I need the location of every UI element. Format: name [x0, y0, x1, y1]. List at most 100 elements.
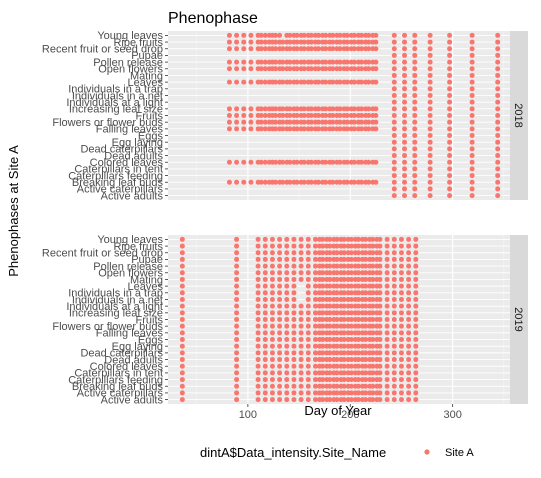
data-point	[348, 243, 354, 249]
y-tick-label: Breaking leaf buds	[72, 177, 164, 189]
data-point	[179, 397, 185, 403]
data-point	[287, 32, 293, 38]
data-point	[413, 357, 419, 363]
data-point	[248, 126, 254, 132]
data-point	[330, 126, 336, 132]
data-point	[234, 59, 240, 65]
y-tick-label: Pollen release	[93, 57, 163, 69]
data-point	[291, 370, 297, 376]
data-point	[305, 296, 311, 302]
data-point	[391, 52, 397, 58]
data-point	[351, 66, 357, 72]
legend-label-site-a: Site A	[445, 447, 474, 459]
data-point	[377, 397, 383, 403]
data-point	[305, 337, 311, 343]
data-point	[402, 153, 408, 159]
data-point	[269, 310, 275, 316]
data-point	[320, 270, 326, 276]
y-tick-label: Ripe fruits	[113, 37, 163, 49]
data-point	[234, 113, 240, 118]
data-point	[305, 250, 311, 256]
data-point	[406, 256, 412, 262]
data-point	[301, 39, 307, 45]
data-point	[384, 363, 390, 369]
data-point	[377, 310, 383, 316]
data-point	[341, 256, 347, 262]
data-point	[255, 323, 261, 329]
data-point	[391, 66, 397, 72]
data-point	[344, 119, 350, 125]
data-point	[355, 290, 361, 296]
data-point	[334, 330, 340, 336]
data-point	[377, 363, 383, 369]
data-point	[334, 263, 340, 269]
y-tick-label: Individuals in a net	[72, 294, 163, 306]
data-point	[334, 397, 340, 403]
data-point	[469, 133, 475, 139]
data-point	[469, 159, 475, 165]
y-tick-label: Caterpillars in tent	[74, 164, 163, 176]
data-point	[363, 283, 369, 289]
data-point	[469, 66, 475, 72]
data-point	[305, 343, 311, 349]
y-tick-label: Falling leaves	[96, 124, 164, 136]
data-point	[427, 146, 433, 152]
data-point	[284, 383, 290, 389]
data-point	[384, 390, 390, 396]
data-point	[269, 250, 275, 256]
data-point	[258, 79, 264, 85]
data-point	[234, 303, 240, 309]
data-point	[413, 256, 419, 262]
data-point	[234, 317, 240, 322]
data-point	[384, 397, 390, 403]
data-point	[284, 290, 290, 296]
data-point	[277, 343, 283, 349]
data-point	[469, 86, 475, 92]
data-point	[241, 159, 247, 165]
data-point	[391, 119, 397, 125]
data-point	[495, 159, 501, 165]
data-point	[308, 106, 314, 112]
data-point	[234, 243, 240, 249]
data-point	[262, 317, 268, 322]
x-tick-label: 300	[443, 409, 461, 421]
data-point	[348, 290, 354, 296]
data-point	[427, 186, 433, 192]
data-point	[320, 296, 326, 302]
data-point	[262, 383, 268, 389]
data-point	[273, 39, 279, 45]
data-point	[363, 263, 369, 269]
data-point	[269, 276, 275, 282]
data-point	[412, 46, 418, 52]
data-point	[327, 377, 333, 383]
data-point	[226, 159, 232, 165]
data-point	[341, 357, 347, 363]
data-point	[298, 350, 304, 356]
data-point	[377, 263, 383, 269]
data-point	[406, 383, 412, 389]
data-point	[370, 350, 376, 356]
data-point	[391, 39, 397, 45]
data-point	[351, 159, 357, 165]
data-point	[327, 243, 333, 249]
data-point	[291, 263, 297, 269]
data-point	[312, 317, 318, 322]
data-point	[258, 59, 264, 65]
data-point	[377, 377, 383, 383]
data-point	[284, 357, 290, 363]
y-tick-label: Mating	[130, 70, 163, 82]
data-point	[312, 330, 318, 336]
data-point	[234, 270, 240, 276]
data-point	[427, 113, 433, 118]
data-point	[312, 357, 318, 363]
data-point	[255, 397, 261, 403]
data-point	[337, 179, 343, 185]
data-point	[370, 243, 376, 249]
data-point	[495, 119, 501, 125]
data-point	[413, 337, 419, 343]
data-point	[406, 283, 412, 289]
data-point	[427, 39, 433, 45]
data-point	[341, 303, 347, 309]
data-point	[341, 350, 347, 356]
data-point	[427, 193, 433, 199]
